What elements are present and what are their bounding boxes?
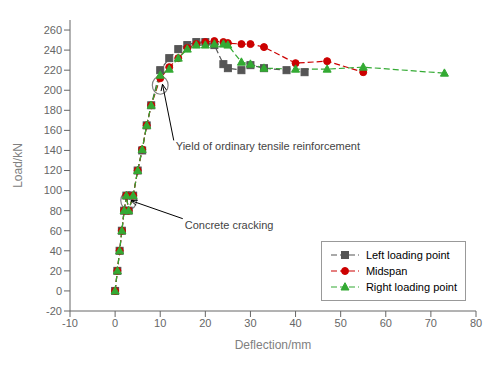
svg-text:50: 50 bbox=[335, 317, 347, 329]
html-text:Midspan: Midspan bbox=[365, 265, 408, 277]
svg-text:-10: -10 bbox=[62, 317, 78, 329]
svg-text:240: 240 bbox=[44, 44, 62, 56]
svg-text:100: 100 bbox=[44, 184, 62, 196]
svg-text:40: 40 bbox=[50, 245, 62, 257]
svg-text:180: 180 bbox=[44, 104, 62, 116]
svg-text:200: 200 bbox=[44, 84, 62, 96]
svg-text:Concrete cracking: Concrete cracking bbox=[185, 219, 274, 231]
svg-text:140: 140 bbox=[44, 144, 62, 156]
svg-text:Yield of ordinary tensile rein: Yield of ordinary tensile reinforcement bbox=[176, 140, 360, 152]
svg-text:0: 0 bbox=[112, 317, 118, 329]
svg-text:0: 0 bbox=[56, 285, 62, 297]
html-text:Left loading point: Left loading point bbox=[365, 249, 450, 261]
svg-text:220: 220 bbox=[44, 64, 62, 76]
svg-text:-20: -20 bbox=[46, 305, 62, 317]
svg-text:80: 80 bbox=[470, 317, 482, 329]
svg-text:30: 30 bbox=[244, 317, 256, 329]
html-text:Right loading point: Right loading point bbox=[365, 281, 457, 293]
svg-text:40: 40 bbox=[289, 317, 301, 329]
svg-text:20: 20 bbox=[50, 265, 62, 277]
svg-text:80: 80 bbox=[50, 205, 62, 217]
svg-text:120: 120 bbox=[44, 164, 62, 176]
svg-text:260: 260 bbox=[44, 24, 62, 36]
svg-text:160: 160 bbox=[44, 124, 62, 136]
svg-text:70: 70 bbox=[425, 317, 437, 329]
svg-text:20: 20 bbox=[199, 317, 211, 329]
svg-text:60: 60 bbox=[50, 225, 62, 237]
svg-text:Load/kN: Load/kN bbox=[11, 143, 25, 188]
svg-text:10: 10 bbox=[154, 317, 166, 329]
svg-text:60: 60 bbox=[380, 317, 392, 329]
svg-text:Deflection/mm: Deflection/mm bbox=[235, 338, 312, 352]
